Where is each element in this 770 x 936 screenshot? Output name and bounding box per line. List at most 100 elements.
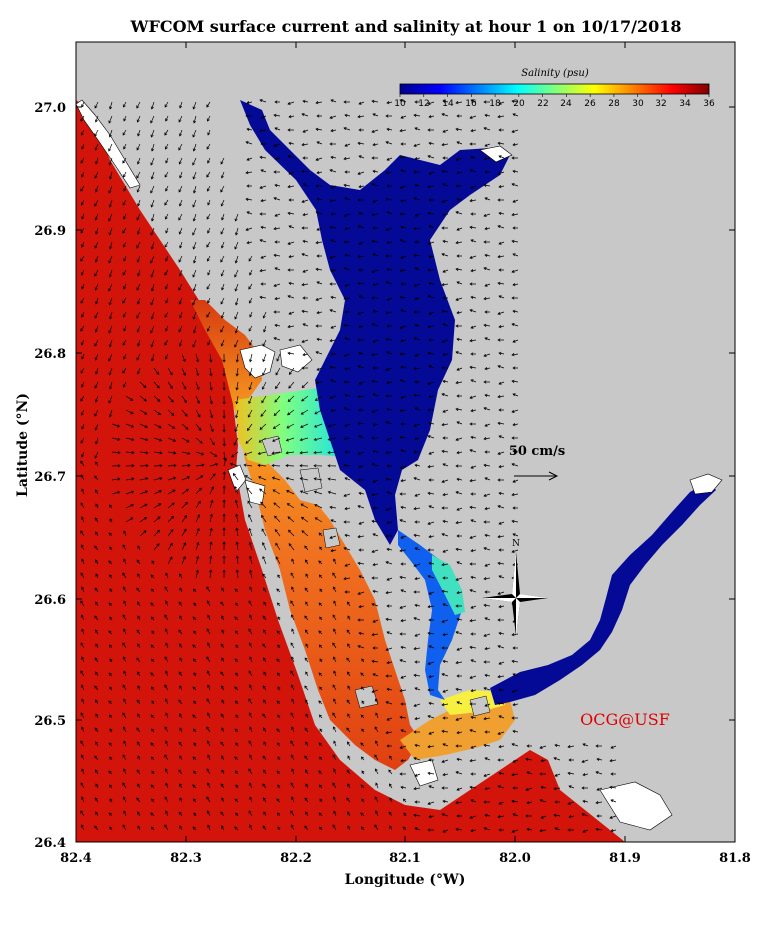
current-vector <box>179 241 183 249</box>
current-vector <box>108 269 113 278</box>
current-vector <box>399 239 407 243</box>
current-vector <box>222 395 226 405</box>
current-vector <box>313 423 323 428</box>
current-vector <box>80 670 85 677</box>
current-vector <box>299 437 309 442</box>
current-vector <box>287 516 295 523</box>
current-vector <box>512 813 519 817</box>
current-vector <box>195 381 200 391</box>
current-vector <box>209 367 213 377</box>
current-vector <box>484 813 491 817</box>
current-vector <box>94 727 99 733</box>
current-vector <box>374 754 379 761</box>
current-vector <box>150 812 155 817</box>
current-vector <box>181 514 188 523</box>
current-vector <box>234 297 239 306</box>
current-vector <box>277 756 281 761</box>
current-vector <box>123 353 127 360</box>
current-vector <box>108 339 113 348</box>
current-vector <box>456 367 463 371</box>
current-vector <box>249 586 253 593</box>
current-vector <box>386 661 393 665</box>
current-vector <box>497 645 505 649</box>
current-vector <box>229 462 239 467</box>
current-vector <box>248 381 253 391</box>
current-vector <box>343 407 351 411</box>
current-vector <box>483 773 491 777</box>
current-vector <box>301 143 309 147</box>
current-vector <box>358 521 365 525</box>
current-vector <box>385 281 393 285</box>
current-vector <box>273 502 281 509</box>
current-vector <box>94 423 99 431</box>
current-vector <box>318 602 323 607</box>
current-vector <box>525 814 532 818</box>
current-vector <box>540 815 547 819</box>
current-vector <box>343 353 351 357</box>
current-vector <box>209 499 214 509</box>
current-vector <box>136 213 141 221</box>
current-vector <box>470 549 477 553</box>
colorbar-tick-label: 10 <box>394 99 406 109</box>
current-vector <box>164 269 169 276</box>
x-tick-label: 81.8 <box>719 851 751 866</box>
current-vector <box>81 311 85 318</box>
current-vector <box>347 783 351 789</box>
current-vector <box>123 740 127 747</box>
current-vector <box>470 632 476 636</box>
current-vector <box>442 576 448 580</box>
current-vector <box>385 647 393 651</box>
current-vector <box>442 156 448 160</box>
current-vector <box>125 504 134 509</box>
y-tick-label: 26.8 <box>34 347 66 362</box>
current-vector <box>108 143 113 152</box>
current-vector <box>139 503 148 509</box>
current-vector <box>167 502 175 509</box>
current-vector <box>243 463 253 467</box>
current-vector <box>343 297 351 301</box>
current-vector <box>80 754 85 761</box>
current-vector <box>81 796 85 803</box>
current-vector <box>222 423 226 433</box>
current-vector <box>414 800 420 804</box>
current-vector <box>220 713 225 719</box>
current-vector <box>137 199 141 207</box>
current-vector <box>299 477 309 481</box>
current-vector <box>195 463 205 467</box>
current-vector <box>94 825 99 831</box>
current-vector <box>302 156 308 160</box>
current-vector <box>357 591 365 595</box>
current-vector <box>498 548 504 552</box>
current-vector <box>333 600 337 607</box>
current-vector <box>123 530 127 537</box>
current-vector <box>179 685 183 691</box>
current-vector <box>178 143 183 151</box>
current-vector <box>427 465 435 469</box>
current-vector <box>287 268 294 272</box>
current-vector <box>372 423 379 427</box>
current-vector <box>302 239 309 243</box>
current-vector <box>123 213 127 220</box>
current-vector <box>484 533 491 537</box>
current-vector <box>276 588 281 593</box>
current-vector <box>195 451 205 456</box>
current-vector <box>497 421 505 425</box>
current-vector <box>122 129 127 136</box>
current-vector <box>470 492 476 496</box>
current-vector <box>165 712 169 719</box>
current-vector <box>261 514 267 523</box>
current-vector <box>413 283 421 287</box>
current-vector <box>442 659 449 663</box>
current-vector <box>428 115 435 119</box>
current-vector <box>372 673 379 677</box>
current-vector <box>442 353 449 357</box>
current-vector <box>94 451 99 459</box>
current-vector <box>179 657 183 663</box>
current-vector <box>330 409 337 413</box>
current-vector <box>399 409 407 413</box>
current-vector <box>610 799 617 803</box>
current-vector <box>483 157 491 161</box>
current-vector <box>290 670 295 677</box>
current-vector <box>389 797 393 803</box>
current-vector <box>248 297 253 304</box>
